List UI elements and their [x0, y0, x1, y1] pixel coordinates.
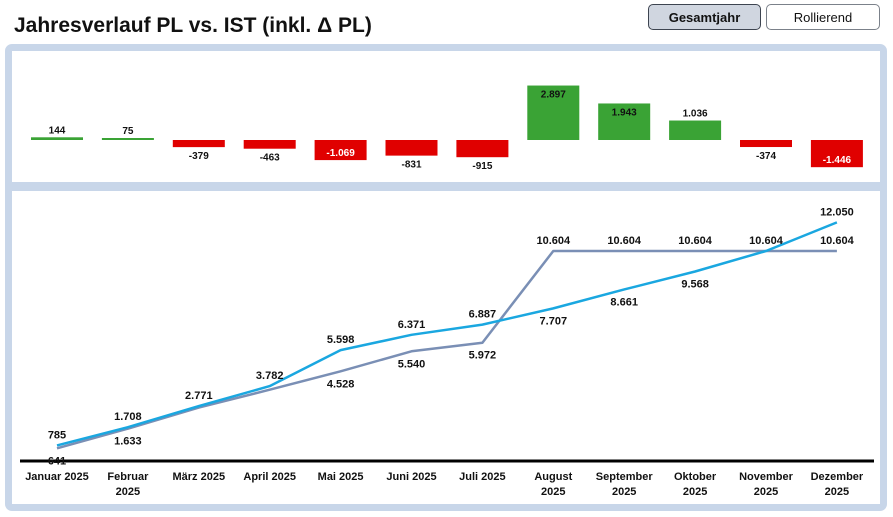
pl-data-label: 5.540	[398, 358, 426, 370]
rolling-button[interactable]: Rollierend	[766, 4, 880, 30]
delta-bar-label: 144	[49, 125, 66, 136]
x-tick-label: 2025	[683, 486, 707, 498]
x-tick-label: Februar	[107, 471, 149, 483]
delta-bar	[810, 140, 863, 168]
x-tick-label: Januar 2025	[25, 471, 89, 483]
ist-data-label: 2.771	[185, 390, 213, 402]
delta-bar	[456, 140, 509, 158]
ist-data-label: 1.708	[114, 411, 142, 423]
pl-data-label: 10.604	[820, 235, 855, 247]
x-tick-label: Mai 2025	[318, 471, 364, 483]
delta-bar	[101, 138, 154, 140]
pl-data-label: 1.633	[114, 436, 142, 448]
delta-bar-label: -463	[260, 153, 280, 164]
x-tick-label: Juni 2025	[386, 471, 436, 483]
x-tick-label: 2025	[541, 486, 565, 498]
delta-bar	[243, 140, 296, 149]
pl-data-label: 10.604	[536, 235, 571, 247]
delta-bar-label: -915	[472, 161, 492, 172]
x-tick-label: März 2025	[173, 471, 226, 483]
pl-data-label: 4.528	[327, 378, 355, 390]
x-tick-label: Dezember	[811, 471, 864, 483]
x-tick-label: Juli 2025	[459, 471, 505, 483]
ist-series-line	[56, 221, 838, 447]
delta-bar-label: -831	[401, 160, 421, 171]
x-tick-label: August	[534, 471, 572, 483]
delta-bar	[527, 85, 580, 140]
delta-bar	[385, 140, 438, 156]
delta-bar-label: -374	[756, 151, 776, 162]
delta-bar-label: -1.069	[326, 148, 355, 159]
delta-bar	[669, 120, 722, 140]
x-tick-label: November	[739, 471, 794, 483]
ist-data-label: 7.707	[540, 315, 568, 327]
delta-bar-label: -1.446	[823, 155, 852, 166]
x-tick-label: September	[596, 471, 654, 483]
delta-bar	[172, 140, 225, 148]
delta-bar-label: -379	[189, 151, 209, 162]
delta-bar-label: 75	[122, 126, 134, 137]
x-tick-label: Oktober	[674, 471, 717, 483]
delta-bar	[314, 140, 367, 161]
pl-data-label: 10.604	[607, 235, 642, 247]
x-tick-label: April 2025	[243, 471, 296, 483]
ist-data-label: 6.371	[398, 319, 426, 331]
ist-data-label: 10.604	[749, 235, 784, 247]
ist-data-label: 785	[48, 429, 66, 441]
x-tick-label: 2025	[825, 486, 849, 498]
delta-bar	[31, 137, 83, 140]
x-tick-label: 2025	[754, 486, 778, 498]
ist-data-label: 12.050	[820, 206, 854, 218]
ist-data-label: 8.661	[610, 296, 638, 308]
x-tick-label: 2025	[116, 486, 140, 498]
delta-bar-label: 1.943	[612, 107, 637, 118]
ist-data-label: 6.887	[469, 309, 497, 321]
full-year-button[interactable]: Gesamtjahr	[648, 4, 761, 30]
ist-data-label: 9.568	[681, 279, 709, 291]
delta-bar	[740, 140, 792, 148]
pl-data-label: 641	[48, 455, 66, 467]
pl-data-label: 10.604	[678, 235, 713, 247]
ist-data-label: 3.782	[256, 370, 284, 382]
x-tick-label: 2025	[612, 486, 636, 498]
page-title: Jahresverlauf PL vs. IST (inkl. Δ PL)	[14, 14, 372, 37]
delta-bar-label: 2.897	[541, 90, 566, 101]
pl-data-label: 5.972	[469, 350, 497, 362]
delta-bar-label: 1.036	[683, 109, 708, 120]
delta-bar	[598, 103, 651, 140]
pl-series-line	[56, 249, 837, 450]
ist-data-label: 5.598	[327, 334, 355, 346]
